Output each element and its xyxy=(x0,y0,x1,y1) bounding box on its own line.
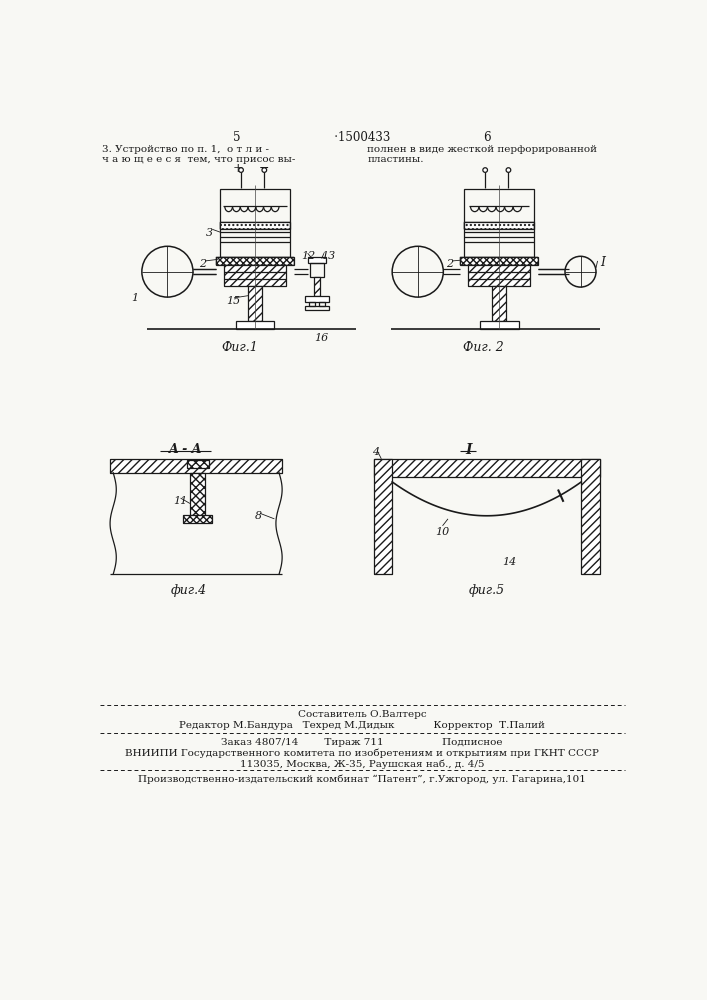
Circle shape xyxy=(239,168,243,172)
Text: 2: 2 xyxy=(446,259,454,269)
Bar xyxy=(373,459,600,477)
Bar xyxy=(183,515,212,523)
Text: ВНИИПИ Государственного комитета по изобретениям и открытиям при ГКНТ СССР: ВНИИПИ Государственного комитета по изоб… xyxy=(125,748,599,758)
Bar xyxy=(581,459,600,574)
Bar xyxy=(216,257,293,265)
Text: Фиг.1: Фиг.1 xyxy=(221,341,258,354)
Text: I: I xyxy=(601,256,606,269)
Bar xyxy=(187,460,209,468)
Bar xyxy=(305,296,329,302)
Bar xyxy=(464,222,534,229)
Text: I: I xyxy=(465,443,472,457)
Text: 3. Устройство по п. 1,  о т л и -: 3. Устройство по п. 1, о т л и - xyxy=(103,145,269,154)
Circle shape xyxy=(262,168,267,172)
Text: Фиг. 2: Фиг. 2 xyxy=(463,341,504,354)
Bar xyxy=(110,459,282,473)
Bar xyxy=(224,265,286,286)
Bar xyxy=(216,257,293,265)
Bar xyxy=(314,277,320,296)
Text: фиг.4: фиг.4 xyxy=(171,584,207,597)
Text: 11: 11 xyxy=(173,496,187,506)
Circle shape xyxy=(483,168,488,172)
Bar xyxy=(220,189,290,257)
Text: 16: 16 xyxy=(314,333,328,343)
Text: полнен в виде жесткой перфорированной: полнен в виде жесткой перфорированной xyxy=(368,145,597,154)
Bar xyxy=(492,286,506,321)
Bar xyxy=(220,222,290,229)
Text: 3: 3 xyxy=(206,228,214,238)
Bar xyxy=(305,306,329,310)
Bar xyxy=(373,459,600,477)
Bar xyxy=(190,473,206,515)
Text: Составитель О.Валтерс: Составитель О.Валтерс xyxy=(298,710,426,719)
Text: ч а ю щ е е с я  тем, что присос вы-: ч а ю щ е е с я тем, что присос вы- xyxy=(103,155,296,164)
Text: 10: 10 xyxy=(435,527,449,537)
Bar xyxy=(492,286,506,321)
Text: 8: 8 xyxy=(255,511,262,521)
Bar xyxy=(309,302,315,306)
Bar xyxy=(319,302,325,306)
Bar xyxy=(190,473,206,515)
Text: 2: 2 xyxy=(199,259,206,269)
Bar xyxy=(464,222,534,229)
Bar xyxy=(310,263,324,277)
Text: пластины.: пластины. xyxy=(368,155,424,164)
Bar xyxy=(314,277,320,296)
Bar xyxy=(460,257,538,265)
Bar xyxy=(373,459,392,574)
Text: Редактор М.Бандура   Техред М.Дидык            Корректор  Т.Палий: Редактор М.Бандура Техред М.Дидык Коррек… xyxy=(179,721,545,730)
Circle shape xyxy=(506,168,510,172)
Bar xyxy=(248,286,262,321)
Text: +: + xyxy=(233,162,243,175)
Bar xyxy=(308,257,327,263)
Text: 113035, Москва, Ж-35, Раушская наб., д. 4/5: 113035, Москва, Ж-35, Раушская наб., д. … xyxy=(240,759,484,769)
Text: −: − xyxy=(259,162,269,175)
Bar xyxy=(187,460,209,468)
Bar xyxy=(468,265,530,286)
Bar xyxy=(460,257,538,265)
Text: 13: 13 xyxy=(321,251,335,261)
Text: фиг.5: фиг.5 xyxy=(469,584,505,597)
Bar xyxy=(468,265,530,286)
Bar xyxy=(235,321,274,329)
Text: 12: 12 xyxy=(301,251,316,261)
Text: Производственно-издательский комбинат “Патент”, г.Ужгород, ул. Гагарина,101: Производственно-издательский комбинат “П… xyxy=(138,774,586,784)
Text: 5                         ·1500433                         6: 5 ·1500433 6 xyxy=(233,131,491,144)
Bar xyxy=(581,459,600,574)
Text: 1: 1 xyxy=(131,293,138,303)
Bar xyxy=(110,459,282,473)
Text: 14: 14 xyxy=(502,557,517,567)
Bar xyxy=(480,321,518,329)
Text: Заказ 4807/14        Тираж 711                  Подписное: Заказ 4807/14 Тираж 711 Подписное xyxy=(221,738,503,747)
Bar xyxy=(373,459,392,574)
Text: 4: 4 xyxy=(372,447,379,457)
Text: A - A: A - A xyxy=(168,443,202,456)
Bar xyxy=(464,189,534,257)
Bar xyxy=(224,265,286,286)
Bar xyxy=(248,286,262,321)
Bar xyxy=(220,222,290,229)
Bar xyxy=(183,515,212,523)
Text: 15: 15 xyxy=(226,296,240,306)
